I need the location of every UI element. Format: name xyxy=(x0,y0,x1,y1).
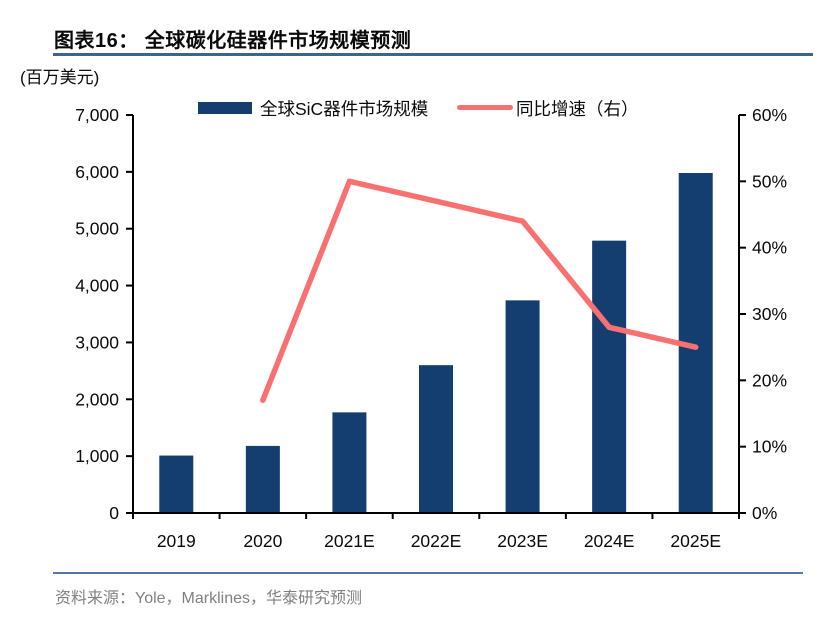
right-tick-label: 30% xyxy=(752,304,787,324)
legend-label-growth: 同比增速（右） xyxy=(516,99,639,119)
x-axis-label: 2024E xyxy=(584,531,635,551)
left-tick-label: 4,000 xyxy=(75,276,119,296)
left-tick-label: 7,000 xyxy=(75,105,119,125)
right-tick-label: 0% xyxy=(752,503,777,523)
left-tick-label: 3,000 xyxy=(75,332,119,352)
bar-2021E xyxy=(332,412,367,513)
x-axis-label: 2023E xyxy=(497,531,548,551)
source-divider xyxy=(53,572,803,574)
x-axis-label: 2020 xyxy=(243,531,282,551)
bar-2024E xyxy=(592,240,627,513)
bar-2022E xyxy=(419,365,453,513)
x-axis-label: 2022E xyxy=(411,531,462,551)
x-axis-label: 2019 xyxy=(157,531,196,551)
bar-2023E xyxy=(505,300,540,513)
right-tick-label: 20% xyxy=(752,370,787,390)
x-axis-label: 2025E xyxy=(670,531,721,551)
right-tick-label: 60% xyxy=(752,105,787,125)
source-text: 资料来源：Yole，Marklines，华泰研究预测 xyxy=(55,590,363,607)
bar-2020 xyxy=(245,445,280,513)
page-title: 图表16： 全球碳化硅器件市场规模预测 xyxy=(54,30,412,52)
left-tick-label: 1,000 xyxy=(75,446,119,466)
x-axis-label: 2021E xyxy=(324,531,375,551)
title-underline xyxy=(53,53,813,56)
left-tick-label: 5,000 xyxy=(75,219,119,239)
right-tick-label: 50% xyxy=(752,171,787,191)
left-tick-label: 6,000 xyxy=(75,162,119,182)
growth-line xyxy=(260,178,699,403)
bar-2019 xyxy=(159,455,194,513)
right-tick-label: 10% xyxy=(752,437,787,457)
legend-bar-swatch xyxy=(198,102,252,114)
left-tick-label: 0 xyxy=(109,503,119,523)
axis-unit-label: (百万美元) xyxy=(20,68,100,87)
legend-label-market-size: 全球SiC器件市场规模 xyxy=(260,99,429,119)
legend-line-swatch xyxy=(457,105,513,110)
left-tick-label: 2,000 xyxy=(75,389,119,409)
right-tick-label: 40% xyxy=(752,238,787,258)
